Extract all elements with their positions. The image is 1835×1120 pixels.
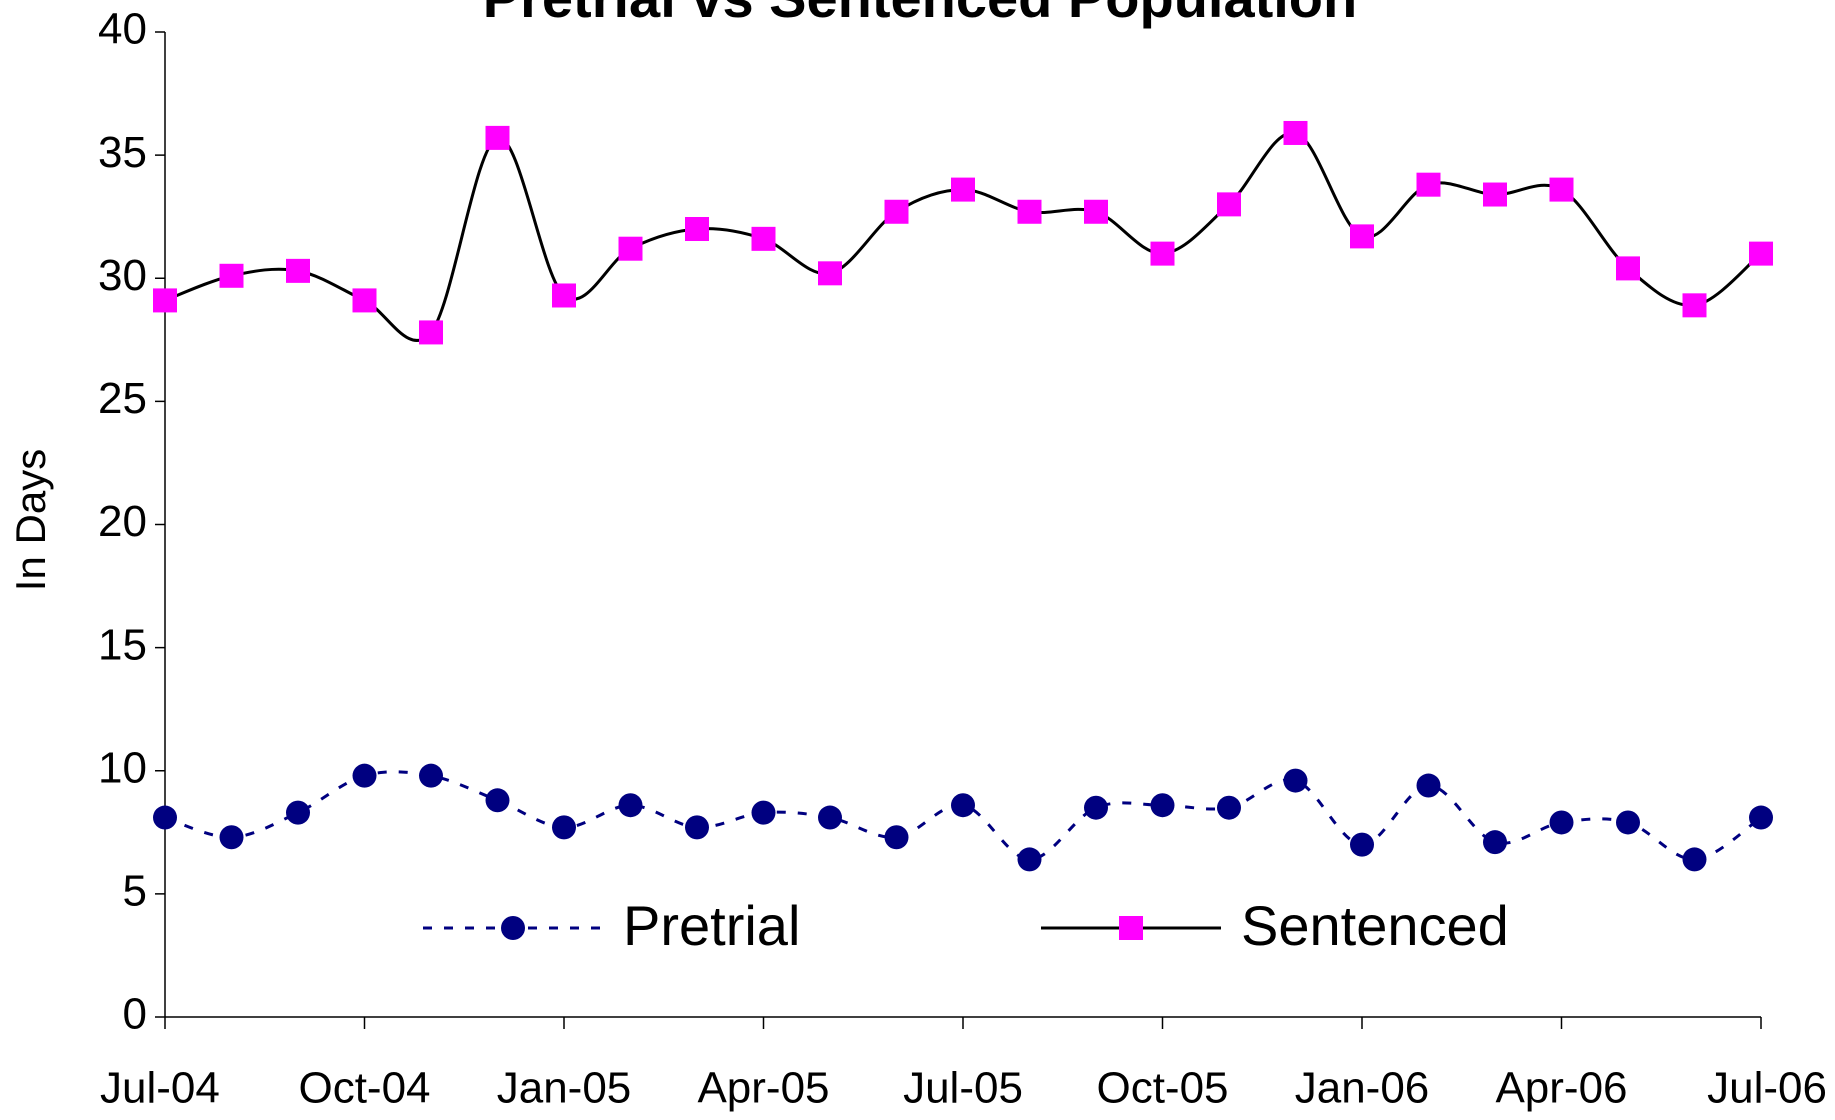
marker: [1749, 241, 1773, 266]
marker: [1682, 293, 1707, 318]
marker: [219, 825, 244, 850]
marker: [1084, 199, 1108, 224]
marker: [352, 763, 377, 788]
marker: [552, 815, 576, 840]
marker: [1616, 810, 1640, 835]
marker: [1017, 847, 1042, 872]
marker: [1084, 795, 1108, 820]
marker: [1549, 177, 1574, 202]
marker: [419, 763, 443, 788]
marker: [1749, 805, 1773, 830]
marker: [1217, 795, 1241, 820]
marker: [1616, 256, 1640, 281]
marker: [1283, 768, 1308, 793]
y-tick-label: 40: [98, 5, 147, 54]
marker: [419, 320, 443, 345]
marker: [884, 199, 909, 224]
marker: [1350, 224, 1374, 249]
series-line: [164, 770, 1762, 861]
marker: [485, 125, 510, 150]
marker: [1150, 241, 1175, 266]
marker: [286, 258, 310, 283]
x-tick-label: Jul-04: [100, 1064, 220, 1113]
marker: [1682, 847, 1707, 872]
marker: [951, 177, 975, 202]
marker: [751, 226, 776, 251]
marker: [685, 217, 709, 241]
y-axis-label: In Days: [7, 449, 54, 591]
marker: [818, 805, 842, 830]
marker: [751, 800, 776, 825]
x-tick-label: Jan-06: [1295, 1064, 1430, 1113]
x-tick-label: Jul-06: [1707, 1064, 1827, 1113]
legend-marker: [1119, 916, 1143, 940]
x-tick-label: Jan-05: [497, 1064, 632, 1113]
legend-label: Sentenced: [1241, 894, 1509, 957]
legend-marker: [501, 916, 525, 940]
marker: [685, 815, 709, 840]
marker: [1017, 199, 1042, 224]
x-tick-label: Apr-05: [697, 1064, 829, 1113]
x-tick-label: Jul-05: [903, 1064, 1023, 1113]
marker: [286, 800, 310, 825]
y-tick-label: 15: [98, 620, 147, 669]
x-tick-label: Apr-06: [1495, 1064, 1627, 1113]
marker: [1283, 120, 1308, 145]
marker: [1217, 192, 1241, 217]
marker: [951, 793, 975, 818]
x-tick-label: Oct-05: [1096, 1064, 1228, 1113]
y-tick-label: 0: [123, 990, 147, 1039]
y-tick-label: 5: [123, 867, 147, 916]
marker: [818, 261, 842, 286]
y-tick-label: 30: [98, 251, 147, 300]
y-tick-label: 10: [98, 743, 147, 792]
marker: [219, 263, 244, 288]
marker: [1483, 830, 1507, 855]
y-tick-label: 20: [98, 497, 147, 546]
legend-label: Pretrial: [623, 894, 800, 957]
marker: [618, 793, 643, 818]
marker: [153, 288, 177, 313]
marker: [884, 825, 909, 850]
series-line: [164, 131, 1762, 342]
y-tick-label: 35: [98, 128, 147, 177]
marker: [352, 288, 377, 313]
marker: [618, 236, 643, 261]
marker: [1150, 793, 1175, 818]
marker: [1416, 172, 1441, 197]
chart-title: Pretrial vs Sentenced Population: [483, 0, 1357, 29]
x-tick-label: Oct-04: [298, 1064, 430, 1113]
y-tick-label: 25: [98, 374, 147, 423]
marker: [1483, 182, 1507, 207]
marker: [1549, 810, 1574, 835]
marker: [1416, 773, 1441, 798]
marker: [552, 283, 576, 308]
marker: [485, 788, 510, 813]
marker: [1350, 832, 1374, 857]
marker: [153, 805, 177, 830]
